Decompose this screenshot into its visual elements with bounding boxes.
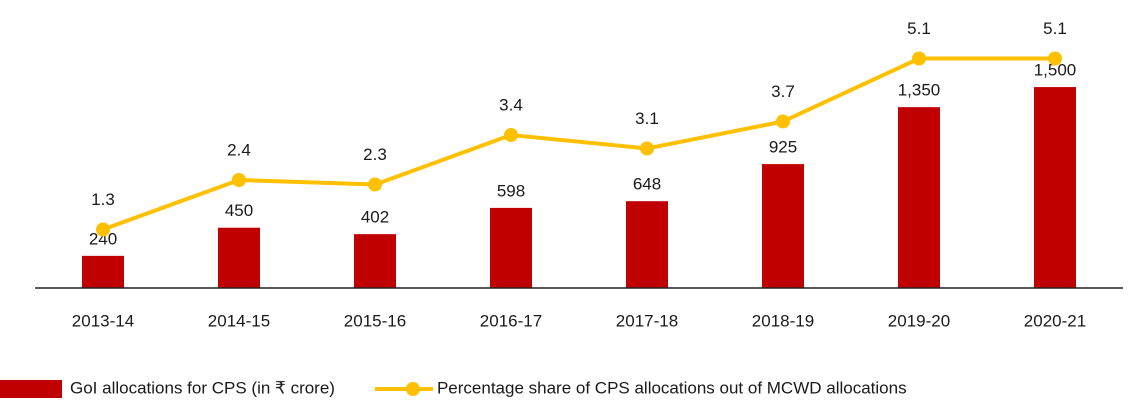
line-marker [504,128,518,142]
bar-value-label: 240 [89,229,117,248]
line [102,56,1055,232]
line-marker [640,141,654,156]
x-tick-label: 2015-16 [344,311,406,330]
legend-label: Percentage share of CPS allocations out … [437,378,907,397]
bar-value-label: 598 [497,181,525,200]
line-marker [232,173,246,187]
line-value-label: 3.7 [771,82,795,101]
legend-swatch [0,380,62,398]
bar [354,234,396,288]
x-tick-label: 2018-19 [752,311,814,330]
line-value-label: 5.1 [907,19,931,38]
line-marker [368,177,382,192]
x-tick-label: 2017-18 [616,311,678,330]
bar-value-label: 450 [225,201,253,220]
x-tick-label: 2013-14 [72,311,134,330]
bar-value-label: 925 [769,138,797,157]
bar [82,255,124,288]
bar-value-label: 648 [633,175,661,194]
line-marker [96,222,110,237]
bar [762,164,804,288]
bar-value-label: 402 [361,208,389,227]
line-value-label: 3.4 [499,95,523,114]
line-marker [776,114,790,129]
line-value-label: 2.4 [227,140,251,159]
bar [898,107,940,289]
line-value-label: 1.3 [91,190,115,209]
x-tick-label: 2020-21 [1024,311,1086,330]
legend-label: GoI allocations for CPS (in ₹ crore) [70,378,335,397]
bar [218,227,260,288]
bar [1034,87,1076,289]
bar [490,207,532,288]
line-marker [912,51,926,66]
legend-marker [405,382,420,396]
line-value-label: 2.3 [363,145,387,164]
line-marker [1048,51,1062,66]
line-value-label: 3.1 [635,109,659,128]
x-tick-label: 2014-15 [208,311,270,330]
x-tick-label: 2019-20 [888,311,950,330]
line-value-label: 5.1 [1043,19,1067,38]
x-tick-label: 2016-17 [480,311,542,330]
bar-value-label: 1,350 [898,81,941,100]
bar-value-label: 1,500 [1034,61,1077,80]
bar [626,201,668,288]
